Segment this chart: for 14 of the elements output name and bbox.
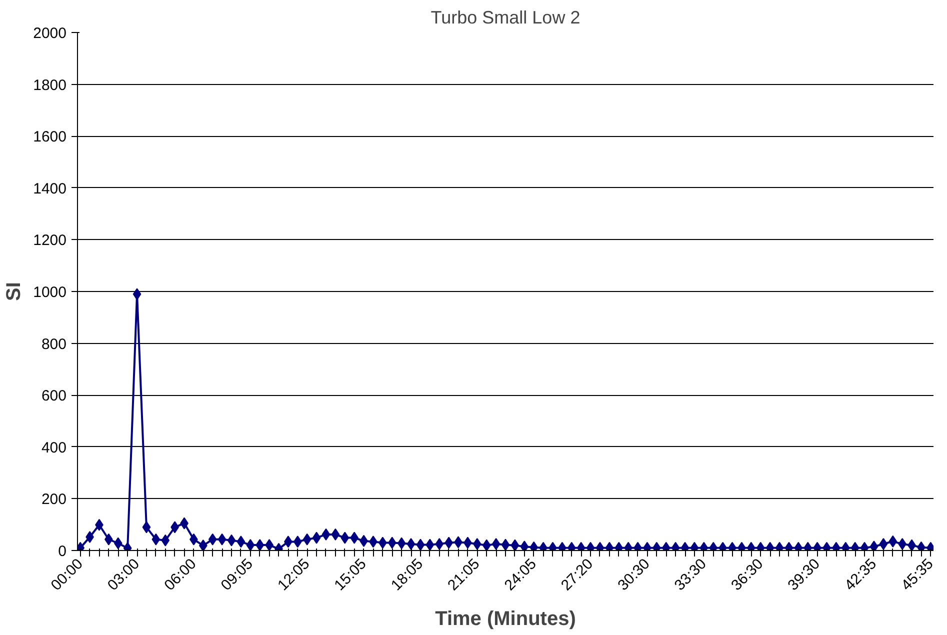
y-tick-label: 200	[41, 491, 67, 508]
y-tick-label: 400	[41, 439, 67, 456]
y-tick-label: 600	[41, 388, 67, 405]
y-tick-label: 0	[58, 543, 66, 560]
y-tick-label: 1000	[33, 284, 67, 301]
y-tick-label: 1800	[33, 76, 67, 94]
y-tick-label: 1600	[33, 128, 67, 146]
y-tick-label: 2000	[33, 25, 67, 42]
y-tick-label: 800	[41, 336, 67, 353]
y-tick-label: 1200	[33, 232, 67, 250]
y-tick-label: 1400	[33, 180, 67, 198]
y-axis-title: SI	[3, 282, 26, 301]
chart-title: Turbo Small Low 2	[430, 8, 580, 28]
x-axis-title: Time (Minutes)	[435, 608, 576, 630]
